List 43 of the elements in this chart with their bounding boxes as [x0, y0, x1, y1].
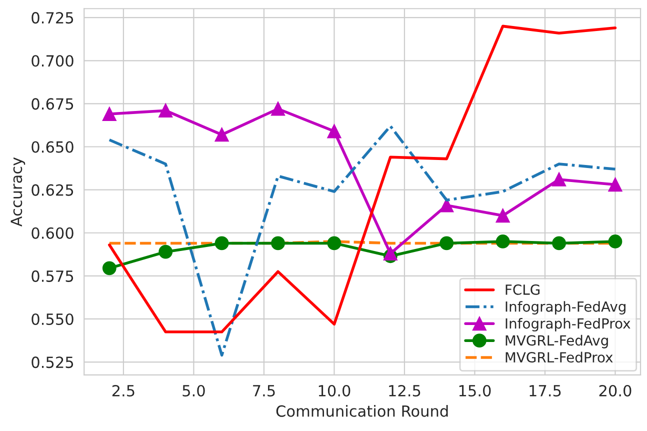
point — [327, 124, 342, 138]
point — [102, 107, 116, 121]
point — [327, 236, 342, 250]
point — [440, 236, 454, 250]
y-tick-label: 0.725 — [32, 12, 74, 24]
x-tick-label: 5.0 — [182, 384, 205, 397]
y-tick-label: 0.525 — [32, 356, 74, 368]
legend-label: Infograph-FedProx — [506, 318, 630, 332]
legend-label: MVGRL-FedAvg — [506, 334, 608, 348]
point — [214, 128, 229, 142]
point — [271, 236, 285, 250]
y-tick-label: 0.550 — [32, 313, 74, 326]
y-axis-title: Accuracy — [10, 157, 26, 227]
point — [608, 234, 622, 248]
point — [608, 178, 622, 192]
x-tick-label: 7.5 — [253, 385, 275, 397]
point — [271, 102, 285, 116]
legend-label: MVGRL-FedProx — [506, 352, 613, 363]
legend-label: Infograph-FedAvg — [506, 301, 626, 315]
x-tick-label: 12.5 — [389, 384, 420, 397]
legend-label: FCLG — [506, 284, 540, 295]
y-tick-label: 0.625 — [32, 184, 74, 196]
x-tick-label: 17.5 — [530, 385, 561, 397]
point — [552, 172, 566, 186]
y-tick-label: 0.575 — [32, 270, 74, 282]
point — [440, 198, 454, 212]
point — [496, 208, 510, 223]
point — [383, 246, 398, 260]
y-tick-label: 0.675 — [32, 98, 74, 110]
y-tick-label: 0.650 — [32, 141, 74, 153]
point — [158, 104, 173, 118]
point — [496, 234, 510, 248]
point — [214, 236, 229, 250]
x-axis-title: Communication Round — [276, 405, 448, 417]
point — [552, 236, 566, 250]
point — [158, 244, 173, 259]
x-tick-label: 10.0 — [318, 384, 350, 397]
x-tick-label: 15.0 — [459, 384, 491, 397]
y-tick-label: 0.600 — [32, 227, 74, 239]
point — [102, 261, 116, 276]
y-tick-label: 0.700 — [32, 55, 74, 67]
x-tick-label: 2.5 — [112, 384, 134, 397]
x-tick-label: 20.0 — [599, 384, 632, 397]
